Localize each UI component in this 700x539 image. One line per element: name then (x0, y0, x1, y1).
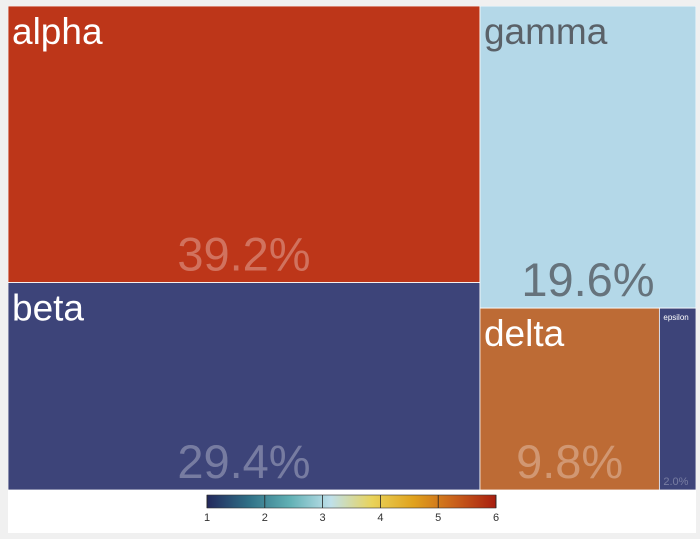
chart-figure: alpha 39.2% beta 29.4% gamma 19.6% delta 9.8% ep… (8, 6, 696, 533)
colorbar: 1 2 3 4 5 6 (204, 494, 499, 524)
colorbar-tick-label-6: 6 (493, 512, 499, 524)
tile-rect-beta[interactable] (8, 282, 481, 490)
tile-rect-epsilon[interactable] (658, 307, 696, 490)
colorbar-tick-label-3: 3 (320, 512, 326, 524)
colorbar-tick-label-4: 4 (377, 512, 383, 524)
tile-rect-delta[interactable] (479, 307, 660, 490)
colorbar-tick-label-5: 5 (435, 512, 441, 524)
colorbar-tick-label-1: 1 (204, 512, 210, 524)
colorbar-tick-label-2: 2 (262, 512, 268, 524)
tile-rect-alpha[interactable] (8, 6, 481, 283)
colorbar-gradient (206, 494, 497, 509)
